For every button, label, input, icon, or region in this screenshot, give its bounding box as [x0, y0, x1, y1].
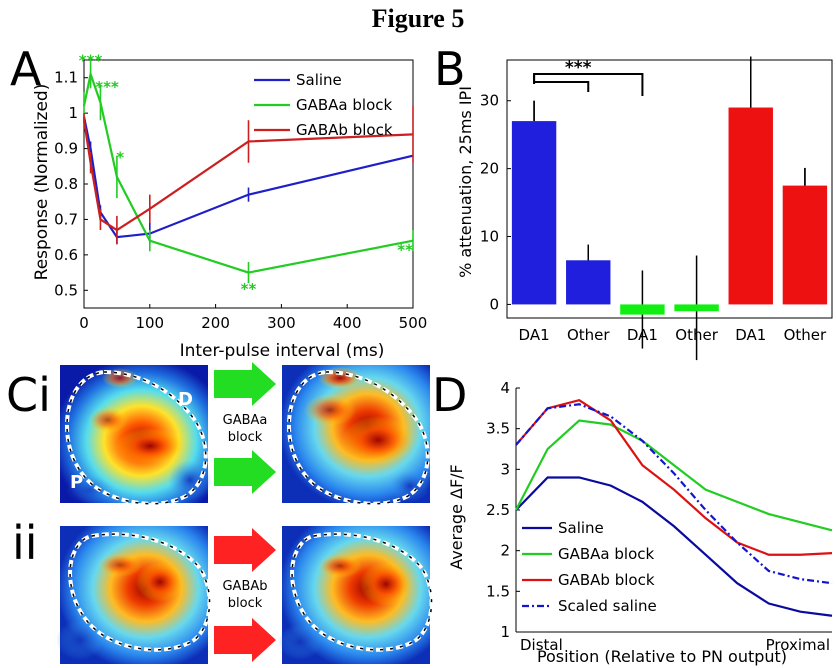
- panel-a-y-tick-label: 1: [68, 104, 78, 122]
- panel-b-y-tick-label: 20: [480, 160, 499, 178]
- panel-b-y-tick-label: 30: [480, 92, 499, 110]
- ci-gabaa-image: [282, 365, 430, 506]
- panel-a-y-tick-label: 0.9: [54, 140, 78, 158]
- panel-a-x-tick-label: 300: [267, 314, 296, 332]
- panel-a-legend-label: GABAb block: [296, 121, 393, 139]
- panel-b-bar: [566, 260, 611, 305]
- ii-gabab-image: [278, 526, 434, 664]
- ci-gabaa-outline: [287, 369, 430, 506]
- panel-a-legend-label: Saline: [296, 71, 342, 89]
- panel-a-significance-mark: **: [397, 241, 413, 259]
- panel-a-x-tick-label: 400: [333, 314, 362, 332]
- panel-a-x-tick-label: 500: [399, 314, 428, 332]
- panel-b-chart: 0 10 20 30 DA1 Other DA1 Other DA1 Other *** % a…: [456, 56, 833, 361]
- panel-d-chart: 1 1.5 2 2.5 3 3.5 4 Distal Proximal Saline GABAa …: [447, 379, 833, 666]
- panel-label-ci: Ci: [6, 368, 51, 422]
- panel-c-images: D P GABAa block GABAb block: [56, 362, 434, 664]
- panel-d-series-line: [515, 399, 833, 556]
- panel-d-legend: Saline GABAa block GABAb block Scaled salin…: [522, 519, 657, 615]
- panel-b-x-tick-label: DA1: [627, 326, 658, 344]
- panel-d-series-line: [515, 419, 833, 532]
- panel-d-legend-label: GABAa block: [558, 545, 655, 563]
- figure-title: Figure 5: [371, 4, 465, 33]
- panel-b-y-tick-label: 10: [480, 228, 499, 246]
- panel-a-x-tick-label: 0: [79, 314, 89, 332]
- panel-b-y-tick-label: 0: [489, 295, 499, 313]
- ci-saline-outline: [65, 369, 208, 506]
- panel-d-x-axis-label: Position (Relative to PN output): [537, 647, 787, 666]
- panel-a-significance-mark: ***: [79, 51, 103, 69]
- panel-label-ii: ii: [12, 516, 38, 570]
- gabab-arrow-label-line2: block: [228, 596, 263, 611]
- panel-d-x-tick-label-distal: Distal: [520, 636, 563, 654]
- panel-d-y-axis-label: Average ΔF/F: [447, 464, 466, 570]
- panel-b-x-tick-label: DA1: [735, 326, 766, 344]
- gabaa-arrow-top: [214, 362, 276, 406]
- panel-b-bar: [620, 304, 665, 315]
- panel-a-y-tick-label: 0.7: [54, 210, 78, 228]
- panel-d-y-tick-label: 4: [500, 379, 510, 397]
- panel-a-x-axis-label: Inter-pulse interval (ms): [180, 341, 385, 361]
- panel-d-y-tick-label: 1: [500, 623, 510, 641]
- panel-a-x-tick-label: 200: [201, 314, 230, 332]
- panel-b-significance-bracket-inner: [533, 74, 590, 92]
- panel-a-significance-mark: *: [116, 149, 124, 167]
- panel-a-y-tick-label: 1.1: [54, 69, 78, 87]
- panel-a-y-tick-label: 0.5: [54, 281, 78, 299]
- posterior-label: P: [70, 472, 83, 493]
- panel-a-y-tick-label: 0.6: [54, 246, 78, 264]
- gabaa-arrow-label-line1: GABAa: [223, 413, 268, 428]
- panel-d-y-tick-label: 3: [500, 460, 510, 478]
- panel-a-y-tick-label: 0.8: [54, 175, 78, 193]
- panel-d-legend-label: Scaled saline: [558, 597, 657, 615]
- panel-b-bar: [728, 107, 773, 305]
- panel-b-significance-mark: ***: [565, 58, 592, 78]
- panel-b-axes-box: [506, 59, 833, 319]
- panel-d-series-line: [515, 403, 833, 585]
- panel-a-significance-mark: **: [241, 280, 257, 298]
- panel-a-y-axis-label: Response (Normalized): [32, 84, 52, 281]
- panel-d-y-tick-label: 3.5: [486, 420, 510, 438]
- ci-saline-image: [60, 365, 212, 506]
- dorsal-label: D: [178, 389, 193, 410]
- panel-label-d: D: [432, 368, 468, 422]
- panel-b-y-axis-label: % attenuation, 25ms IPI: [456, 86, 475, 278]
- panel-d-legend-label: Saline: [558, 519, 604, 537]
- panel-a-legend: Saline GABAa block GABAb block: [254, 71, 393, 139]
- panel-a-significance-mark: ***: [95, 78, 119, 96]
- panel-d-legend-label: GABAb block: [558, 571, 655, 589]
- panel-b-x-tick-label: Other: [675, 326, 718, 344]
- panel-b-x-tick-label: Other: [567, 326, 610, 344]
- gabab-arrow-label-line1: GABAb: [222, 579, 267, 594]
- panel-b-x-tick-label: DA1: [519, 326, 550, 344]
- panel-d-y-tick-label: 2.5: [486, 501, 510, 519]
- panel-d-y-tick-label: 2: [500, 542, 510, 560]
- panel-d-series-line: [515, 476, 833, 617]
- panel-a-legend-label: GABAa block: [296, 96, 393, 114]
- panel-label-a: A: [10, 42, 42, 96]
- panel-d-y-tick-label: 1.5: [486, 582, 510, 600]
- panel-b-bar: [782, 185, 828, 305]
- gabab-arrow-top: [214, 528, 276, 572]
- gabaa-arrow-label-line2: block: [228, 430, 263, 445]
- gabab-arrow-bottom: [214, 618, 276, 662]
- panel-d-x-tick-label-proximal: Proximal: [766, 636, 830, 654]
- panel-b-x-tick-label: Other: [784, 326, 827, 344]
- gabaa-arrow-bottom: [214, 450, 276, 494]
- ii-saline-image: [56, 526, 212, 664]
- panel-b-bar: [511, 121, 557, 305]
- panel-b-bar: [674, 304, 719, 312]
- panel-a-x-tick-label: 100: [135, 314, 164, 332]
- panel-label-b: B: [434, 42, 466, 96]
